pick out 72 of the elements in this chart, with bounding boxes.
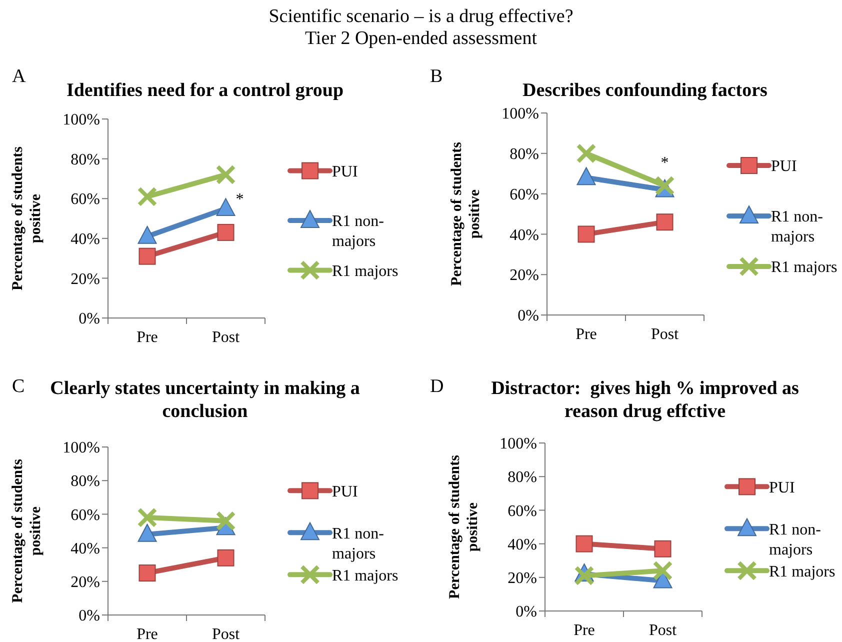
legend-label: PUI bbox=[769, 479, 795, 496]
y-tick-label: 20% bbox=[70, 574, 100, 591]
legend-label: R1 majors bbox=[332, 262, 398, 280]
y-axis-title: Percentage of students positive bbox=[447, 454, 481, 599]
y-tick-label: 0% bbox=[516, 604, 537, 621]
y-tick-label: 100% bbox=[502, 106, 539, 123]
x-tick-label: Post bbox=[648, 622, 678, 639]
point bbox=[217, 549, 234, 566]
point bbox=[137, 508, 158, 528]
y-tick-label: 0% bbox=[518, 308, 539, 325]
text: Scientific scenario – is a drug effective? bbox=[268, 6, 574, 27]
y-tick-label: 40% bbox=[70, 540, 100, 558]
legend-label: R1 majors bbox=[332, 567, 398, 584]
legend-label: PUI bbox=[332, 483, 358, 500]
y-tick-label: 60% bbox=[510, 186, 539, 204]
y-tick-label: 60% bbox=[508, 502, 537, 520]
point bbox=[576, 535, 593, 552]
point bbox=[654, 540, 672, 558]
y-tick-label: 60% bbox=[70, 506, 100, 524]
chart-title: Describes confounding factors bbox=[522, 80, 768, 101]
point bbox=[578, 226, 595, 243]
legend-label: PUI bbox=[332, 163, 358, 180]
legend-label: R1 non-majors bbox=[332, 525, 384, 562]
point bbox=[137, 186, 158, 207]
legend-label: R1 non-majors bbox=[332, 213, 384, 250]
y-tick-label: 60% bbox=[70, 191, 100, 208]
y-tick-label: 80% bbox=[70, 473, 100, 490]
legend-label: PUI bbox=[771, 158, 797, 176]
y-tick-label: 100% bbox=[62, 112, 100, 129]
legend-label: R1 non-majors bbox=[771, 208, 823, 246]
y-tick-label: 0% bbox=[78, 310, 100, 328]
text: Tier 2 Open-ended assessment bbox=[304, 28, 538, 49]
chart-title: Clearly states uncertainty in making a conclusion bbox=[50, 378, 360, 422]
y-tick-label: 20% bbox=[510, 267, 539, 284]
text: A bbox=[12, 66, 26, 87]
x-tick-label: Post bbox=[212, 626, 240, 642]
y-tick-label: 40% bbox=[510, 226, 539, 244]
y-tick-label: 80% bbox=[70, 151, 100, 168]
y-tick-label: 20% bbox=[70, 270, 100, 288]
y-tick-label: 40% bbox=[70, 231, 100, 248]
y-axis-title: Percentage of students positive bbox=[10, 458, 44, 603]
text: D bbox=[430, 376, 444, 397]
x-tick-label: Post bbox=[650, 326, 680, 343]
text: B bbox=[430, 66, 443, 87]
chart-title: Identifies need for a control group bbox=[66, 80, 344, 101]
point bbox=[138, 248, 156, 265]
y-tick-label: 40% bbox=[508, 536, 537, 554]
legend-label: R1 majors bbox=[769, 563, 836, 580]
chart-title: Distractor: gives high % improved as reason drug effctive bbox=[491, 378, 799, 422]
text: C bbox=[12, 376, 25, 397]
x-tick-label: Pre bbox=[136, 626, 158, 642]
y-tick-label: 100% bbox=[62, 440, 100, 457]
legend-label: R1 majors bbox=[771, 259, 838, 276]
y-tick-label: 80% bbox=[508, 469, 537, 486]
legend-label: R1 non-majors bbox=[769, 521, 821, 558]
point bbox=[217, 224, 234, 241]
point bbox=[576, 143, 596, 164]
y-axis-title: Percentage of students positive bbox=[449, 142, 483, 286]
point bbox=[656, 214, 674, 231]
annotation: * bbox=[660, 154, 669, 172]
x-tick-label: Pre bbox=[136, 329, 158, 346]
point bbox=[138, 564, 156, 582]
x-tick-label: Pre bbox=[574, 622, 595, 639]
x-tick-label: Post bbox=[212, 329, 240, 346]
y-tick-label: 100% bbox=[500, 436, 537, 453]
y-axis-title: Percentage of students positive bbox=[10, 146, 44, 290]
y-tick-label: 20% bbox=[508, 570, 537, 587]
x-tick-label: Pre bbox=[576, 326, 597, 343]
point bbox=[216, 164, 236, 185]
y-tick-label: 0% bbox=[78, 608, 100, 625]
y-tick-label: 80% bbox=[510, 146, 539, 163]
annotation: * bbox=[236, 191, 244, 208]
